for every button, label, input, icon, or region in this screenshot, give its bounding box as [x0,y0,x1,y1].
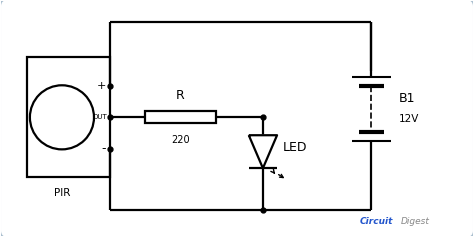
Text: +: + [97,81,106,91]
Bar [27,57,110,178]
Bar [145,111,216,123]
Text: OUT: OUT [92,114,107,120]
Polygon shape [249,135,277,168]
Text: 220: 220 [171,135,190,145]
Text: Circuit: Circuit [359,217,393,226]
Text: R: R [176,89,185,102]
Text: B1: B1 [399,92,415,105]
Text: 12V: 12V [399,114,419,124]
Text: -: - [101,142,106,155]
Text: Digest: Digest [401,217,430,226]
Text: LED: LED [283,141,307,154]
Text: PIR: PIR [54,188,70,198]
